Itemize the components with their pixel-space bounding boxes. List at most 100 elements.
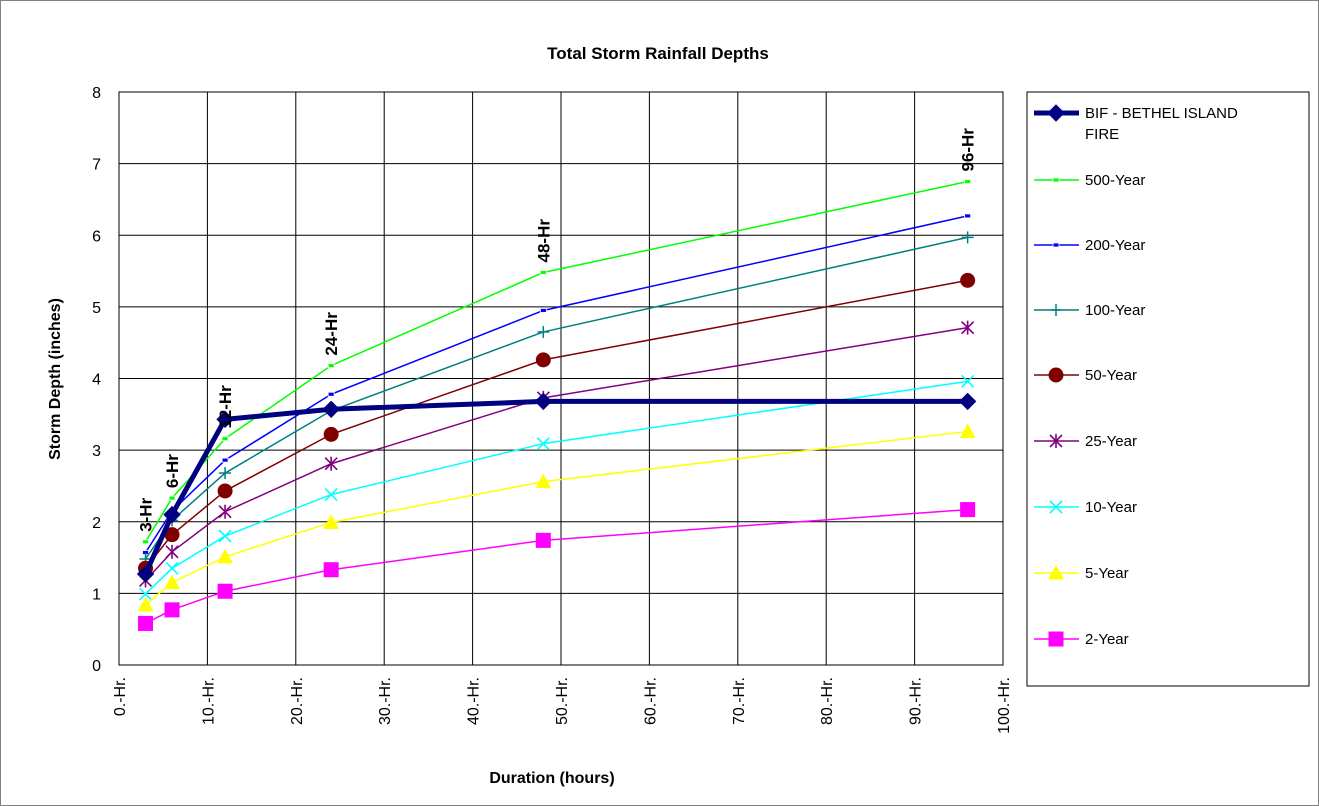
y-tick-label: 1 <box>92 586 101 603</box>
marker-diamond <box>163 505 181 524</box>
legend-entry: 5-Year <box>1034 564 1129 582</box>
marker-dash <box>1052 177 1060 183</box>
x-tick-label: 70.-Hr. <box>731 677 748 725</box>
marker-triangle <box>323 514 339 529</box>
duration-label: 3-Hr <box>137 497 156 531</box>
series-line <box>143 398 968 576</box>
marker-diamond <box>216 410 234 429</box>
marker-plus <box>219 467 232 480</box>
marker-triangle <box>137 596 154 612</box>
legend-entry: 25-Year <box>1034 433 1137 450</box>
marker-diamond <box>1047 104 1065 122</box>
marker-diamond <box>958 392 977 411</box>
legend-label: 50-Year <box>1085 367 1137 384</box>
marker-dash <box>327 363 335 369</box>
y-tick-label: 8 <box>92 85 101 102</box>
marker-circle <box>960 272 976 288</box>
legend-label: FIRE <box>1085 126 1119 143</box>
legend-entry: 500-Year <box>1034 172 1145 189</box>
marker-stroke <box>1049 500 1063 514</box>
series-line <box>145 508 968 625</box>
legend-label: BIF - BETHEL ISLAND <box>1085 105 1238 122</box>
plot-area-border <box>118 91 1004 666</box>
marker-stroke <box>165 561 179 575</box>
marker-x <box>324 487 338 502</box>
duration-label: 48-Hr <box>534 219 553 263</box>
marker-dash <box>221 436 229 442</box>
legend-label: 10-Year <box>1085 499 1137 516</box>
chart-title: Total Storm Rainfall Depths <box>547 44 769 63</box>
x-tick-label: 30.-Hr. <box>377 677 394 725</box>
marker-dash <box>327 391 335 397</box>
y-tick-label: 4 <box>92 372 101 389</box>
marker-dash <box>539 308 547 313</box>
duration-label: 12-Hr <box>216 385 235 429</box>
marker-triangle <box>1048 564 1064 580</box>
marker-circle <box>1048 367 1064 383</box>
marker-triangle <box>217 548 233 564</box>
legend-label: 200-Year <box>1085 237 1145 254</box>
series-line <box>144 279 968 569</box>
x-tick-label: 80.-Hr. <box>819 677 836 725</box>
marker-x <box>961 374 975 388</box>
marker-triangle <box>535 473 552 489</box>
legend-label: 2-Year <box>1085 631 1129 648</box>
marker-x <box>1049 500 1063 514</box>
x-tick-label: 10.-Hr. <box>200 677 217 725</box>
marker-star <box>165 544 179 559</box>
duration-label: 6-Hr <box>163 454 182 488</box>
y-axis-title: Storm Depth (inches) <box>47 298 64 460</box>
marker-plus <box>961 231 974 244</box>
marker-diamond <box>322 400 340 419</box>
x-tick-label: 40.-Hr. <box>466 677 483 725</box>
marker-circle <box>323 426 339 442</box>
y-tick-label: 0 <box>92 658 101 675</box>
legend-label: 500-Year <box>1085 172 1145 189</box>
legend-entry: BIF - BETHEL ISLAND FIRE <box>1034 104 1238 143</box>
marker-stroke <box>961 374 975 388</box>
duration-label: 96-Hr <box>959 128 978 172</box>
series-2-year <box>138 502 976 631</box>
legend-entry: 100-Year <box>1034 302 1145 319</box>
x-tick-label: 100.-Hr. <box>996 677 1013 734</box>
marker-x <box>165 561 179 575</box>
marker-square <box>323 562 339 578</box>
marker-stroke <box>218 529 232 543</box>
x-tick-label: 60.-Hr. <box>642 677 659 725</box>
marker-dash <box>1052 242 1060 248</box>
legend: BIF - BETHEL ISLAND FIRE 500-Year 200-Year 1… <box>1026 91 1310 687</box>
marker-triangle <box>164 574 180 590</box>
marker-circle <box>217 483 233 499</box>
x-tick-label: 50.-Hr. <box>554 677 571 725</box>
marker-star <box>961 320 975 335</box>
legend-label: 5-Year <box>1085 565 1129 582</box>
series-bif-bethel-island-fire <box>136 392 977 583</box>
marker-dash <box>142 539 149 545</box>
legend-label: 25-Year <box>1085 433 1137 450</box>
x-tick-label: 90.-Hr. <box>908 677 925 725</box>
y-tick-label: 5 <box>92 300 101 317</box>
marker-star <box>218 504 232 519</box>
series-lines <box>136 179 977 631</box>
y-tick-label: 6 <box>92 228 101 245</box>
marker-x <box>138 587 153 601</box>
series-line <box>144 215 968 553</box>
legend-entry: 50-Year <box>1034 367 1137 384</box>
marker-triangle <box>959 423 976 439</box>
marker-plus <box>1050 304 1062 316</box>
y-tick-label: 2 <box>92 515 101 532</box>
legend-entry: 10-Year <box>1034 499 1137 516</box>
marker-square <box>535 532 551 548</box>
grid-lines <box>118 91 1004 666</box>
y-tick-label: 7 <box>92 157 101 174</box>
series-10-year <box>138 374 975 601</box>
marker-square <box>217 583 233 599</box>
y-tick-label: 3 <box>92 443 101 460</box>
marker-diamond <box>534 392 553 411</box>
marker-stroke <box>324 487 338 502</box>
marker-square <box>960 502 976 518</box>
series-line <box>144 236 968 560</box>
duration-label: 24-Hr <box>322 312 341 356</box>
